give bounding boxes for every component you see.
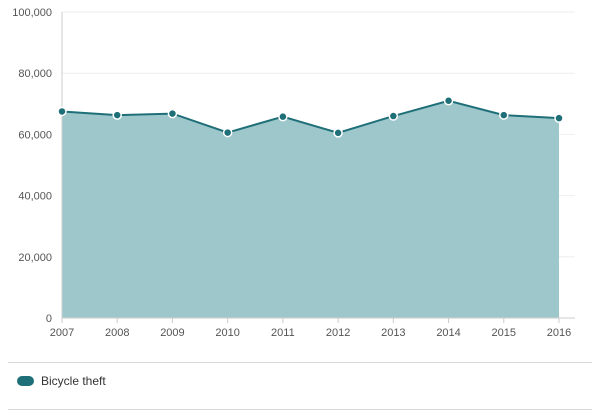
legend[interactable]: Bicycle theft — [17, 374, 106, 388]
axis-lines — [61, 12, 575, 319]
x-tick-label: 2010 — [215, 327, 239, 339]
x-tick-label: 2014 — [436, 327, 460, 339]
data-point[interactable] — [499, 110, 509, 120]
x-tick-label: 2011 — [271, 327, 295, 339]
data-point[interactable] — [554, 113, 564, 123]
data-point[interactable] — [388, 111, 399, 121]
x-tick-label: 2012 — [326, 327, 350, 339]
data-point[interactable] — [278, 111, 288, 122]
series-line — [61, 99, 560, 134]
data-point[interactable] — [112, 110, 122, 120]
data-point[interactable] — [333, 128, 343, 138]
data-points — [57, 95, 564, 138]
y-tick-label: 40,000 — [18, 191, 52, 203]
data-point[interactable] — [167, 108, 178, 119]
x-tick-label: 2015 — [492, 327, 516, 339]
data-point[interactable] — [222, 127, 233, 138]
area-layer — [61, 99, 560, 319]
y-tick-label: 20,000 — [18, 252, 52, 264]
y-axis-ticks: 0 20,000 40,000 60,000 80,000 100,000 — [12, 7, 52, 325]
x-tick-label: 2008 — [105, 327, 129, 339]
legend-label: Bicycle theft — [41, 374, 106, 388]
x-tick-label: 2016 — [547, 327, 571, 339]
x-tick-label: 2013 — [381, 327, 405, 339]
data-point[interactable] — [57, 106, 67, 117]
y-tick-label: 100,000 — [12, 7, 52, 19]
legend-swatch-icon — [17, 376, 34, 386]
x-axis-ticks: 2007 2008 2009 2010 2011 2012 2013 2014 2015 2016 — [50, 318, 571, 339]
legend-top-divider — [8, 362, 592, 363]
y-tick-label: 80,000 — [18, 68, 52, 80]
x-tick-label: 2009 — [160, 327, 184, 339]
y-tick-label: 0 — [46, 313, 52, 325]
y-tick-label: 60,000 — [18, 129, 52, 141]
series-area — [62, 100, 559, 319]
legend-bottom-divider — [8, 409, 592, 410]
x-tick-label: 2007 — [50, 327, 74, 339]
data-point[interactable] — [443, 95, 454, 106]
